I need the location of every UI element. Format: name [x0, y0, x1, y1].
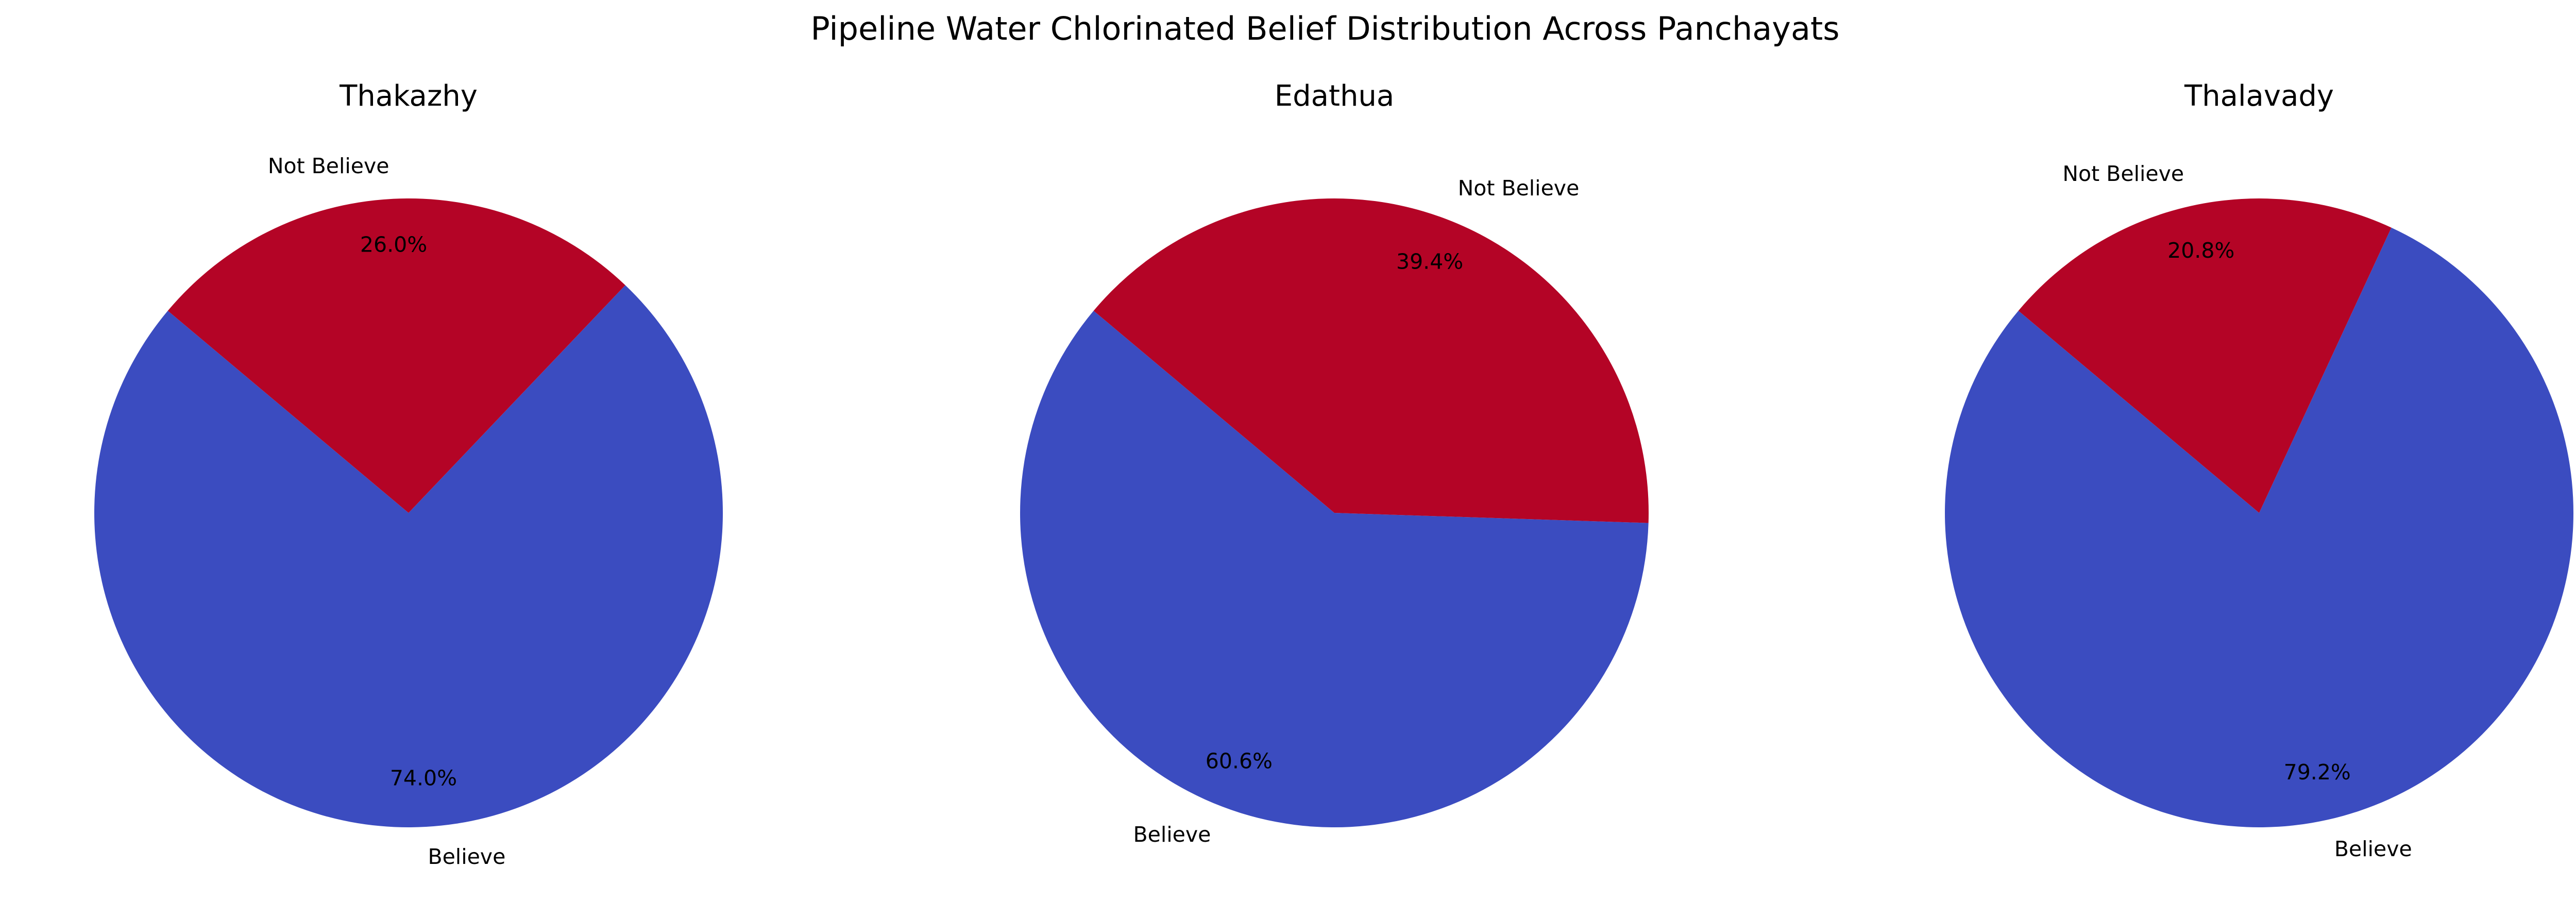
- pie-slice-edathua-not-believe: [1093, 198, 1649, 523]
- slice-label-thalavady-believe: Believe: [2334, 837, 2412, 861]
- pie-title-edathua: Edathua: [1275, 79, 1395, 113]
- pie-thakazhy: Thakazhy 74.0% Believe 26.0% Not Believe: [94, 79, 723, 869]
- slice-label-thalavady-not-believe: Not Believe: [2062, 161, 2184, 186]
- pie-slice-thalavady-believe: [1945, 227, 2573, 827]
- chart-title: Pipeline Water Chlorinated Belief Distri…: [810, 10, 1839, 47]
- pie-edathua: Edathua 60.6% Believe 39.4% Not Believe: [1020, 79, 1649, 847]
- pct-label-edathua-believe: 60.6%: [1206, 748, 1273, 773]
- pie-thalavady: Thalavady 79.2% Believe 20.8% Not Believe: [1945, 79, 2573, 861]
- pct-label-thalavady-believe: 79.2%: [2284, 760, 2351, 785]
- slice-label-edathua-believe: Believe: [1133, 822, 1211, 847]
- pct-label-thakazhy-believe: 74.0%: [390, 766, 457, 791]
- pie-slice-thakazhy-believe: [94, 285, 723, 828]
- pie-title-thakazhy: Thakazhy: [339, 79, 478, 113]
- pie-slice-thakazhy-not-believe: [167, 198, 625, 513]
- pct-label-edathua-not-believe: 39.4%: [1396, 249, 1463, 274]
- slice-label-thakazhy-believe: Believe: [428, 844, 505, 869]
- pie-slice-thalavady-not-believe: [2018, 198, 2392, 513]
- pct-label-thalavady-not-believe: 20.8%: [2167, 238, 2234, 263]
- slice-label-thakazhy-not-believe: Not Believe: [268, 154, 389, 178]
- pie-slice-edathua-believe: [1020, 310, 1649, 827]
- slice-label-edathua-not-believe: Not Believe: [1458, 176, 1580, 201]
- pie-title-thalavady: Thalavady: [2184, 79, 2334, 113]
- pct-label-thakazhy-not-believe: 26.0%: [360, 232, 427, 257]
